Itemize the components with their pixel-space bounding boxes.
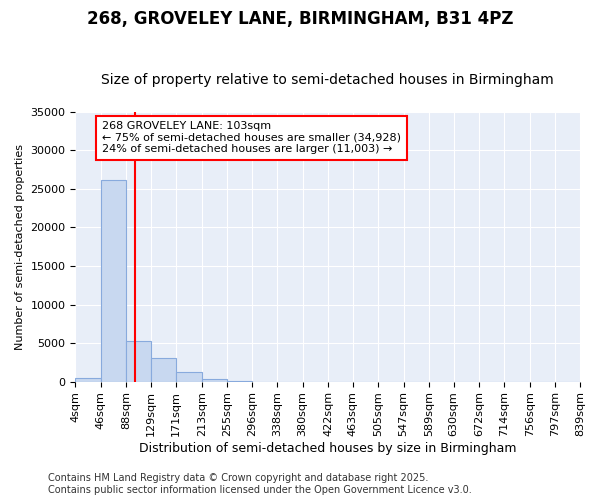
Title: Size of property relative to semi-detached houses in Birmingham: Size of property relative to semi-detach…: [101, 73, 554, 87]
Text: Contains HM Land Registry data © Crown copyright and database right 2025.
Contai: Contains HM Land Registry data © Crown c…: [48, 474, 472, 495]
Bar: [227, 381, 252, 382]
Bar: [76, 378, 101, 382]
Bar: [176, 372, 202, 382]
Bar: [126, 341, 151, 382]
Text: 268, GROVELEY LANE, BIRMINGHAM, B31 4PZ: 268, GROVELEY LANE, BIRMINGHAM, B31 4PZ: [87, 10, 513, 28]
Y-axis label: Number of semi-detached properties: Number of semi-detached properties: [15, 144, 25, 350]
Bar: [202, 378, 227, 382]
Bar: [151, 358, 176, 382]
Text: 268 GROVELEY LANE: 103sqm
← 75% of semi-detached houses are smaller (34,928)
24%: 268 GROVELEY LANE: 103sqm ← 75% of semi-…: [102, 121, 401, 154]
X-axis label: Distribution of semi-detached houses by size in Birmingham: Distribution of semi-detached houses by …: [139, 442, 517, 455]
Bar: [101, 180, 126, 382]
